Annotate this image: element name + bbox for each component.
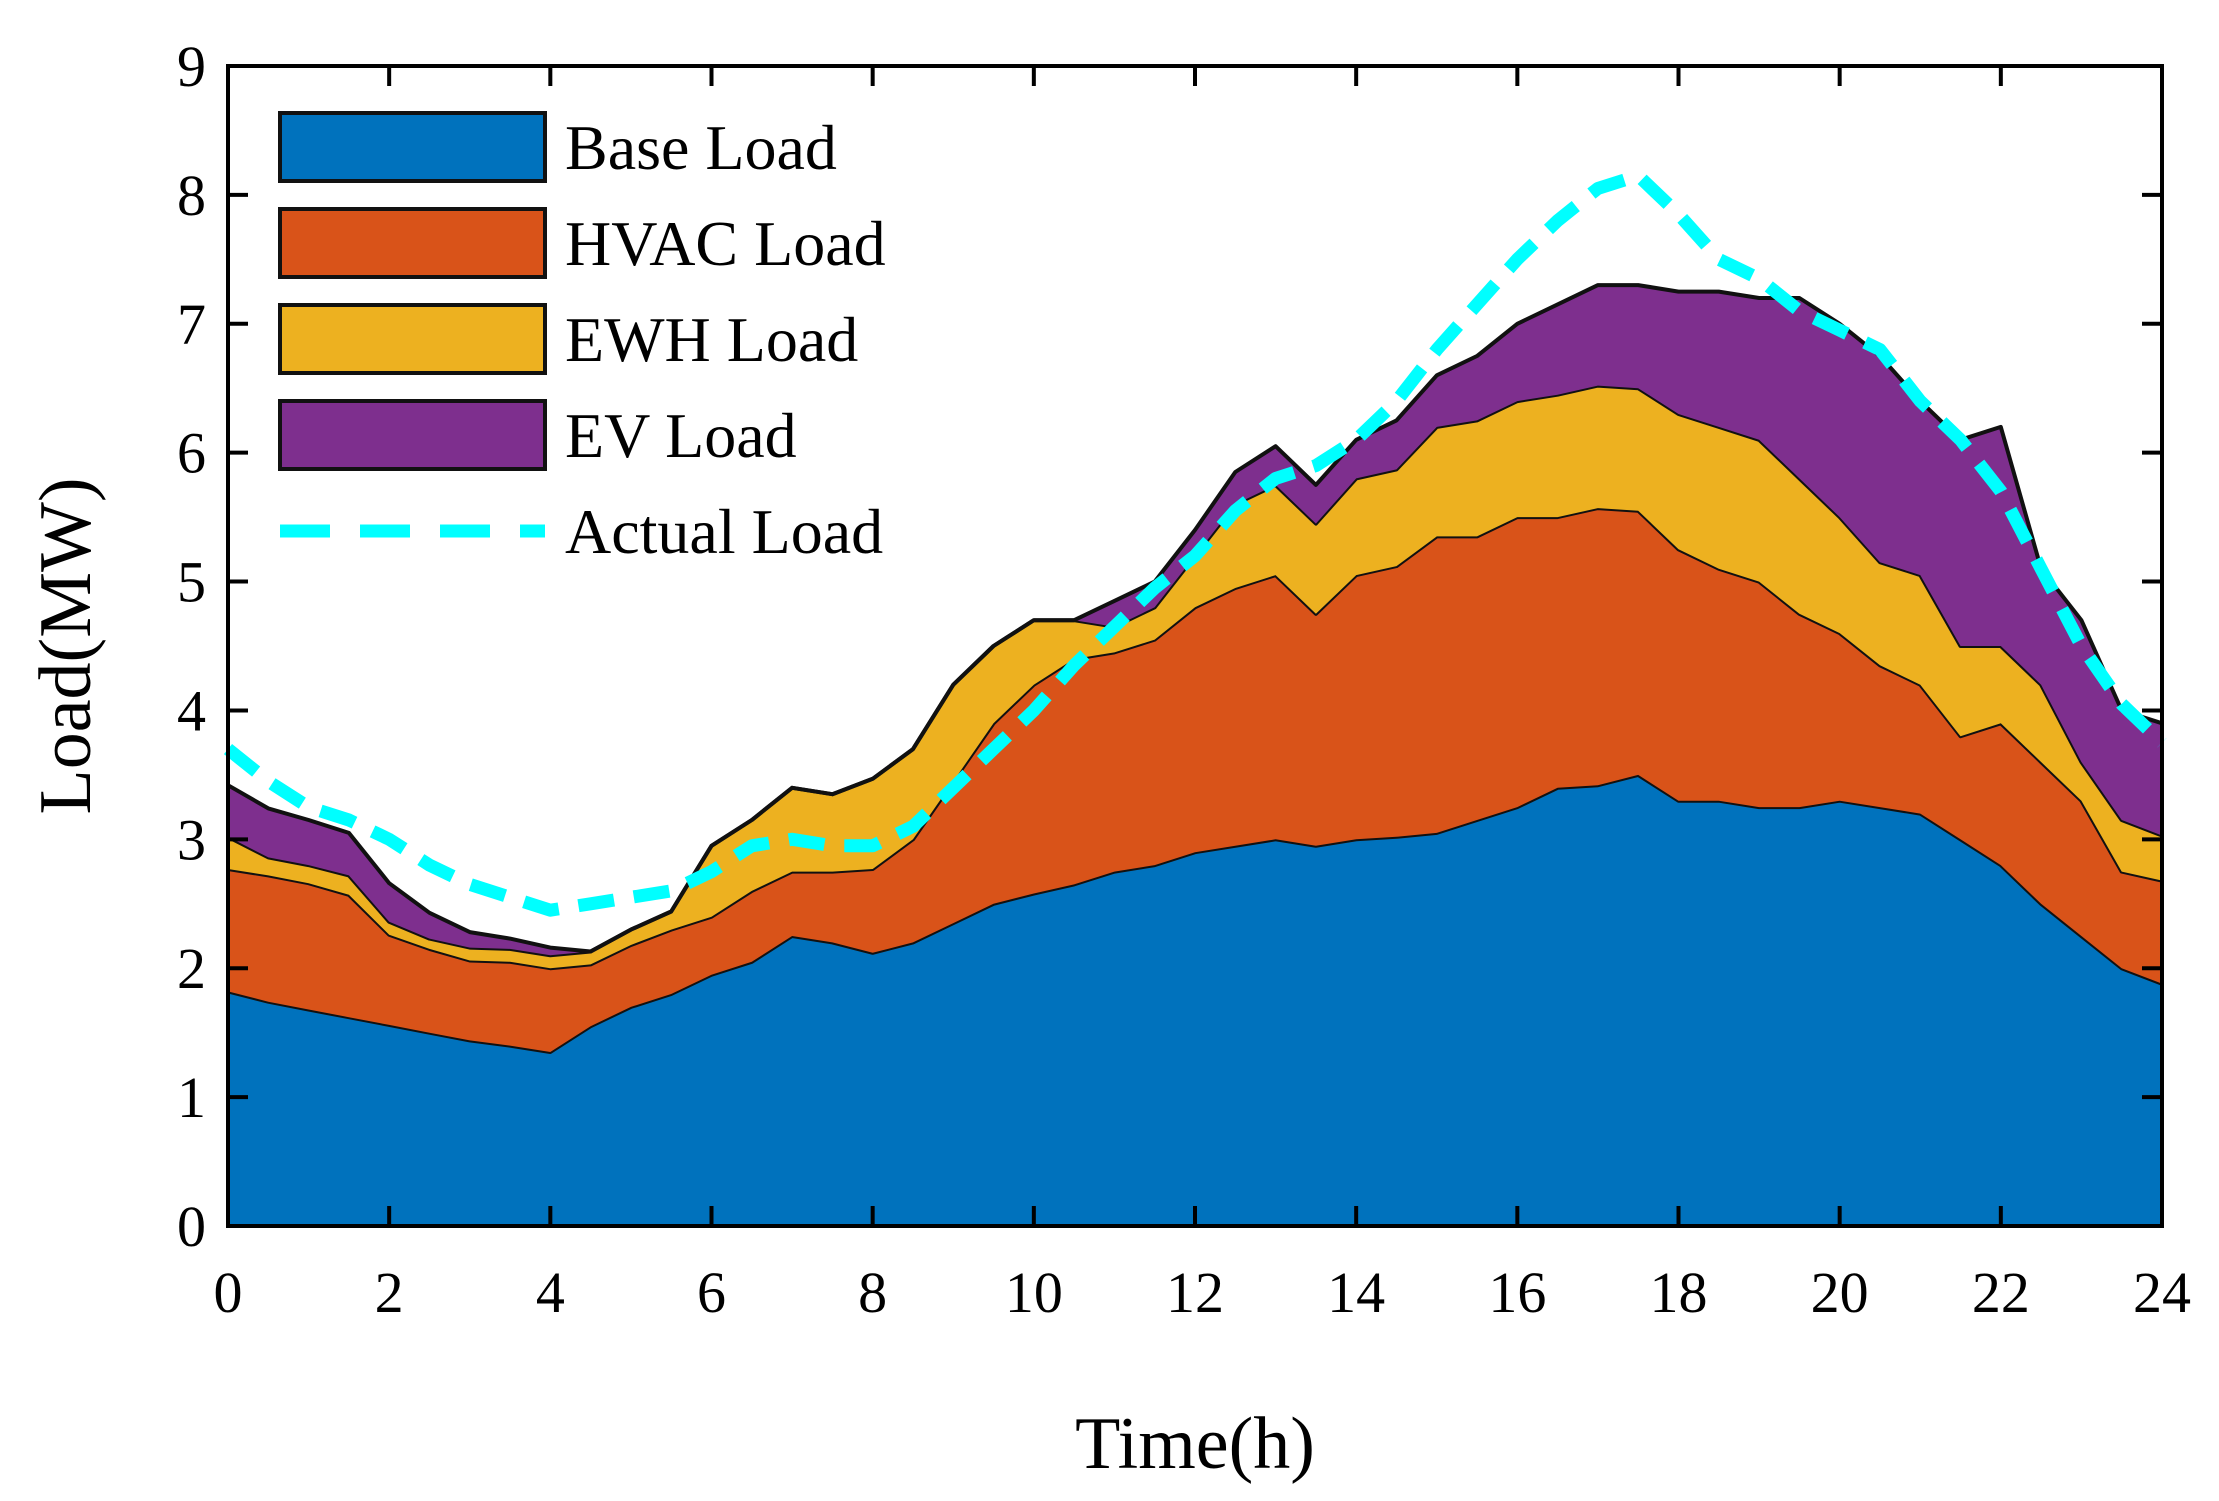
x-tick-label: 6 — [697, 1260, 726, 1325]
y-tick-label: 3 — [177, 807, 206, 872]
x-tick-label: 16 — [1488, 1260, 1546, 1325]
x-tick-label: 14 — [1327, 1260, 1385, 1325]
x-tick-label: 18 — [1650, 1260, 1708, 1325]
stacked-areas — [227, 283, 2163, 1226]
y-tick-label: 2 — [177, 936, 206, 1001]
x-tick-label: 20 — [1811, 1260, 1869, 1325]
x-tick-label: 12 — [1166, 1260, 1224, 1325]
x-tick-label: 2 — [375, 1260, 404, 1325]
x-axis-title: Time(h) — [1075, 1403, 1315, 1485]
x-axis-ticks: 0 2 4 6 8 10 12 14 16 18 20 22 24 — [214, 66, 2191, 1325]
y-tick-label: 7 — [177, 292, 206, 357]
legend-swatch-hvac-load — [278, 207, 547, 279]
x-tick-label: 22 — [1972, 1260, 2030, 1325]
ewh-load-area — [228, 385, 2162, 969]
actual-load-line — [223, 169, 2167, 917]
y-tick-label: 6 — [177, 421, 206, 486]
y-tick-label: 1 — [177, 1065, 206, 1130]
x-tick-label: 24 — [2133, 1260, 2191, 1325]
x-tick-label: 8 — [858, 1260, 887, 1325]
legend-swatch-ev-load — [278, 399, 547, 471]
x-tick-label: 10 — [1005, 1260, 1063, 1325]
legend-swatch-ewh-load — [278, 303, 547, 375]
hvac-load-area — [228, 508, 2162, 1053]
base-load-area — [228, 774, 2162, 1226]
legend-swatch-base-load — [278, 111, 547, 183]
legend-label-actual-load: Actual Load — [565, 496, 883, 567]
legend-label-ewh-load: EWH Load — [565, 304, 858, 375]
legend: Base Load HVAC Load EWH Load EV Load Actual … — [278, 111, 886, 567]
legend-label-base-load: Base Load — [565, 112, 837, 183]
legend-label-hvac-load: HVAC Load — [565, 208, 886, 279]
x-tick-label: 4 — [536, 1260, 565, 1325]
y-axis-ticks: 0 1 2 3 4 5 6 7 8 9 — [177, 34, 2162, 1259]
y-axis-title: Load(MW) — [25, 478, 107, 815]
y-tick-label: 8 — [177, 163, 206, 228]
y-tick-label: 5 — [177, 550, 206, 615]
actual-load-layer — [223, 169, 2167, 917]
x-tick-label: 0 — [214, 1260, 243, 1325]
y-tick-label: 4 — [177, 678, 206, 743]
y-tick-label: 9 — [177, 34, 206, 99]
legend-label-ev-load: EV Load — [565, 400, 797, 471]
y-tick-label: 0 — [177, 1194, 206, 1259]
